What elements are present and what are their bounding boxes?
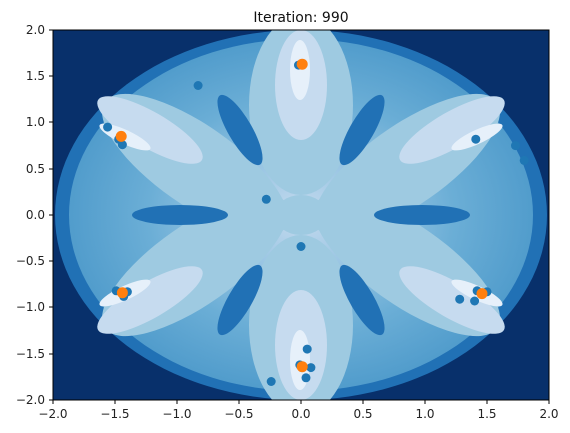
valley-lower-left: [217, 264, 263, 336]
contour-valleys: [132, 94, 470, 336]
x-tick-label: 0.0: [291, 407, 310, 421]
particle-point: [470, 296, 480, 306]
x-tick-label: −2.0: [38, 407, 67, 421]
particle-point: [266, 377, 276, 386]
x-tick-label: −0.5: [224, 407, 253, 421]
y-tick-label: −0.5: [16, 254, 45, 268]
core-upper-right: [399, 96, 505, 164]
valley-lower-right: [339, 264, 385, 336]
x-tick-label: 2.0: [539, 407, 558, 421]
particle-point: [519, 155, 529, 165]
y-tick-label: 1.5: [26, 69, 45, 83]
core-lower-right: [399, 266, 505, 334]
contour-background: [53, 30, 549, 400]
particle-point: [302, 344, 312, 354]
x-tick-label: −1.0: [162, 407, 191, 421]
y-tick-label: −1.5: [16, 347, 45, 361]
particle-point: [455, 294, 465, 304]
particle-point: [117, 140, 127, 150]
x-tick-label: −1.5: [100, 407, 129, 421]
particle-point: [296, 242, 306, 251]
particle-point: [193, 81, 203, 90]
valley-right: [374, 205, 470, 225]
x-tick-label: 0.5: [353, 407, 372, 421]
center-point: [296, 361, 308, 373]
y-axis: 2.0 1.5 1.0 0.5 0.0 −0.5 −1.0 −1.5 −2.0: [16, 23, 53, 407]
y-tick-label: 0.5: [26, 162, 45, 176]
y-tick-label: −2.0: [16, 393, 45, 407]
valley-upper-left: [217, 94, 263, 166]
valley-left: [132, 205, 228, 225]
particle-point: [471, 134, 481, 144]
particle-point: [103, 122, 113, 132]
particle-point: [306, 363, 316, 373]
x-axis: −2.0 −1.5 −1.0 −0.5 0.0 0.5 1.0 1.5 2.0: [38, 400, 559, 421]
contour-center: [275, 195, 327, 235]
x-tick-label: 1.0: [415, 407, 434, 421]
center-point: [476, 288, 488, 300]
peak-top: [290, 40, 310, 100]
center-point: [116, 287, 128, 299]
particle-point: [511, 141, 520, 151]
particle-point: [301, 373, 311, 383]
valley-upper-right: [339, 94, 385, 166]
center-point: [296, 58, 308, 70]
center-point: [115, 130, 127, 142]
particle-point: [261, 194, 271, 204]
y-tick-label: 2.0: [26, 23, 45, 37]
y-tick-label: 1.0: [26, 115, 45, 129]
y-tick-label: 0.0: [26, 208, 45, 222]
core-lower-left: [97, 266, 203, 334]
y-tick-label: −1.0: [16, 300, 45, 314]
points-layer: [103, 58, 529, 386]
x-tick-label: 1.5: [477, 407, 496, 421]
core-upper-left: [97, 96, 203, 164]
chart-title: Iteration: 990: [253, 10, 348, 26]
